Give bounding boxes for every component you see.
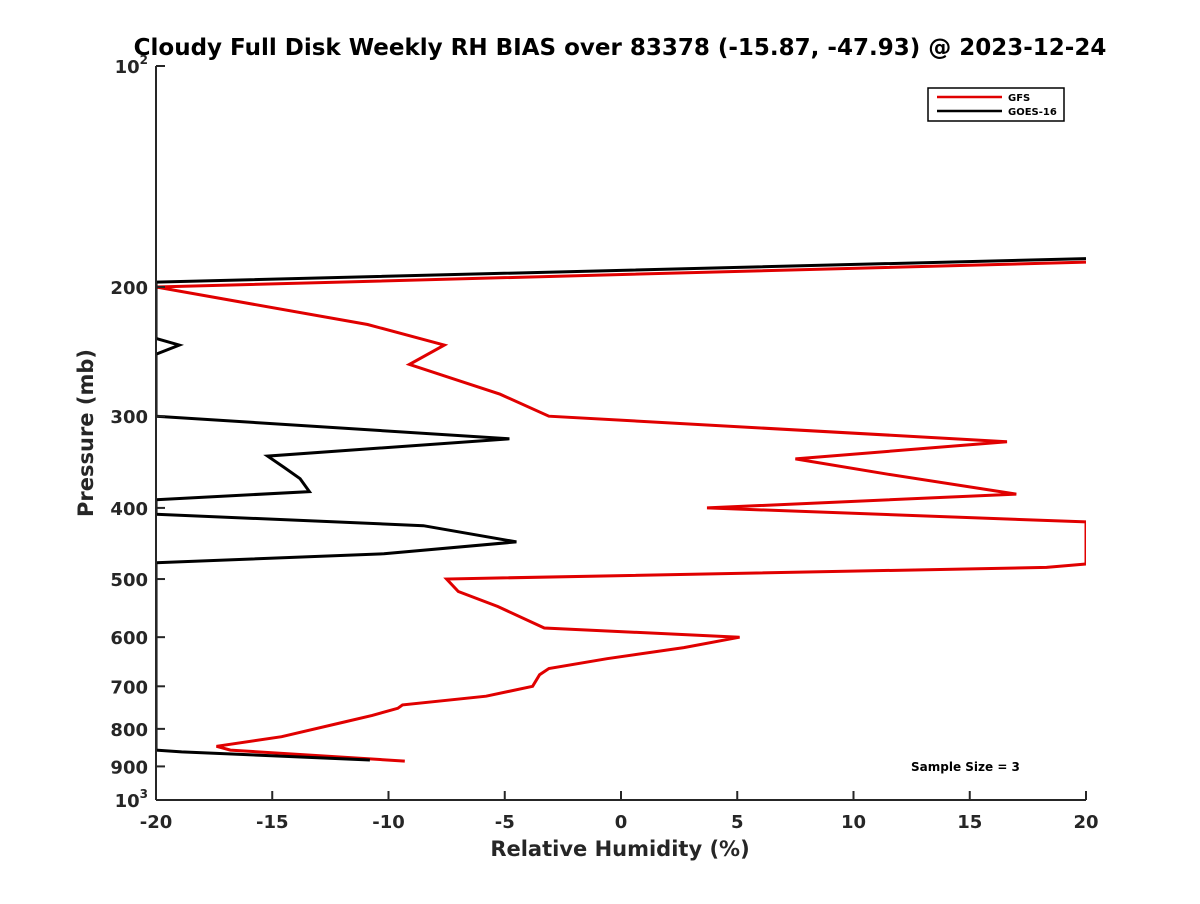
y-tick-label-base: 300 bbox=[110, 407, 148, 428]
x-tick-label: -15 bbox=[256, 812, 289, 833]
x-axis-ticks: -20 -15 -10 -5 0 5 10 15 20 bbox=[140, 791, 1099, 833]
legend-label-goes-16: GOES-16 bbox=[1008, 107, 1057, 118]
chart-title: Cloudy Full Disk Weekly RH BIAS over 833… bbox=[134, 35, 1107, 61]
y-tick-label-base: 10 bbox=[115, 791, 140, 812]
y-tick-label: 300 bbox=[110, 407, 148, 428]
y-tick-label: 500 bbox=[110, 570, 148, 591]
series-line-goes-16 bbox=[156, 257, 1086, 762]
y-tick-label-base: 200 bbox=[110, 278, 148, 299]
y-tick-label: 800 bbox=[110, 720, 148, 741]
y-tick-label: 600 bbox=[110, 628, 148, 649]
series-line-gfs bbox=[156, 260, 1086, 763]
x-tick-label: -5 bbox=[495, 812, 515, 833]
y-tick-label-base: 500 bbox=[110, 570, 148, 591]
legend: GFS GOES-16 bbox=[927, 87, 1065, 122]
y-axis-label: Pressure (mb) bbox=[74, 349, 98, 517]
x-axis-label: Relative Humidity (%) bbox=[490, 837, 749, 861]
y-tick-label: 103 bbox=[115, 787, 148, 812]
y-tick-label: 700 bbox=[110, 677, 148, 698]
y-tick-label: 102 bbox=[115, 53, 148, 78]
legend-label-gfs: GFS bbox=[1008, 93, 1030, 104]
y-tick-label-base: 400 bbox=[110, 499, 148, 520]
legend-box bbox=[927, 87, 1065, 122]
y-tick-label-base: 800 bbox=[110, 720, 148, 741]
y-tick-label-exponent: 3 bbox=[140, 787, 148, 801]
sample-size-annotation: Sample Size = 3 bbox=[911, 760, 1020, 774]
y-tick-label-exponent: 2 bbox=[140, 53, 148, 67]
y-tick-label: 200 bbox=[110, 278, 148, 299]
y-tick-label-base: 900 bbox=[110, 757, 148, 778]
x-tick-label: 5 bbox=[731, 812, 744, 833]
y-tick-label: 900 bbox=[110, 757, 148, 778]
x-tick-label: 10 bbox=[841, 812, 866, 833]
x-tick-label: 0 bbox=[615, 812, 628, 833]
y-tick-label-base: 700 bbox=[110, 677, 148, 698]
y-tick-label-base: 600 bbox=[110, 628, 148, 649]
y-tick-label-base: 10 bbox=[115, 57, 140, 78]
x-tick-label: -20 bbox=[140, 812, 173, 833]
x-tick-label: 15 bbox=[957, 812, 982, 833]
series-layer bbox=[156, 257, 1086, 763]
plot-area: -20 -15 -10 -5 0 5 10 15 20 10220030040050060070… bbox=[110, 53, 1098, 833]
x-tick-label: -10 bbox=[372, 812, 405, 833]
y-tick-label: 400 bbox=[110, 499, 148, 520]
x-tick-label: 20 bbox=[1073, 812, 1098, 833]
